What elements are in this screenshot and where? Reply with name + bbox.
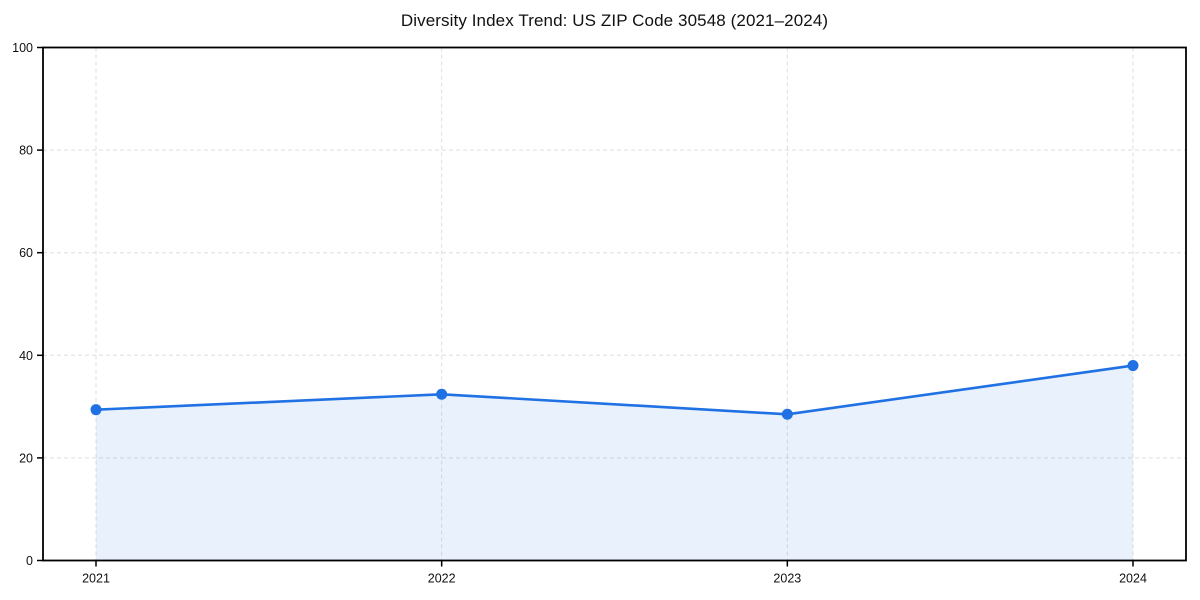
chart-title: Diversity Index Trend: US ZIP Code 30548… (400, 11, 829, 30)
plot-border (42, 46, 1187, 562)
y-tick-label: 0 (26, 554, 33, 568)
y-tick-label: 80 (19, 144, 33, 158)
data-point-marker (1127, 360, 1139, 372)
area-fill (96, 365, 1133, 561)
x-tick-label: 2022 (428, 572, 456, 586)
data-point-marker (90, 404, 102, 416)
y-tick-label: 60 (19, 246, 33, 260)
y-tick-label: 40 (19, 349, 33, 363)
y-tick-label: 100 (12, 41, 33, 55)
x-tick-label: 2021 (82, 572, 110, 586)
x-tick-label: 2024 (1119, 572, 1147, 586)
trend-line (94, 364, 1135, 416)
data-point-marker (436, 388, 448, 400)
data-point-marker (781, 408, 793, 420)
y-tick-label: 20 (19, 451, 33, 465)
x-tick-label: 2023 (773, 572, 801, 586)
